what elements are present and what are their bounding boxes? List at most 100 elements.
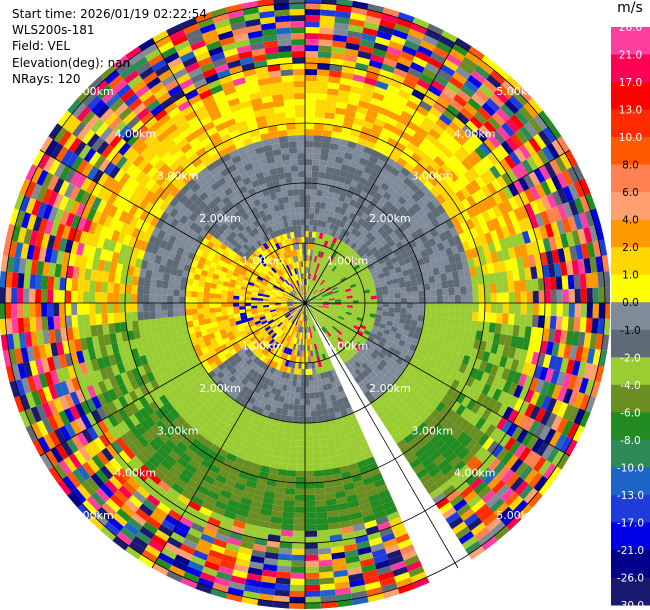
gate-cell [268,280,275,285]
gate-cell [314,309,321,314]
gate-cell [35,303,42,318]
gate-cell [494,430,507,445]
gate-cell [219,355,228,363]
gate-cell [493,502,509,517]
gate-cell [332,563,348,572]
gate-cell [346,140,357,149]
gate-cell [484,362,494,374]
gate-cell [140,259,149,270]
gate-cell [430,289,437,297]
gate-cell [436,242,445,252]
gate-cell [372,230,381,239]
gate-cell [95,292,102,303]
gate-cell [92,210,103,224]
gate-cell [365,140,376,150]
gate-cell [354,375,362,384]
gate-cell [66,265,74,279]
gate-cell [329,418,338,427]
gate-cell [82,373,93,387]
gate-cell [517,373,528,387]
gate-cell [281,523,294,531]
gate-cell [544,368,555,383]
gate-cell [319,571,334,579]
gate-cell [30,422,43,440]
gate-cell [501,225,511,239]
gate-cell [429,434,441,446]
gate-cell [349,317,357,323]
gate-cell [492,333,501,345]
gate-cell [290,391,296,399]
gate-cell [345,290,352,295]
gate-cell [484,341,493,353]
gate-cell [340,333,347,340]
gate-cell [322,215,329,222]
gate-cell [495,282,503,293]
gate-cell [514,110,529,126]
gate-cell [418,303,425,310]
gate-cell [153,435,165,448]
gate-cell [500,271,508,283]
gate-cell [47,190,59,207]
gate-cell [124,213,134,225]
gate-cell [292,374,298,381]
gate-cell [339,207,347,216]
gate-cell [236,277,244,283]
gate-cell [325,492,336,500]
gate-cell [340,298,347,302]
gate-cell [579,273,587,289]
gate-cell [95,469,109,484]
gate-cell [368,235,377,243]
gate-cell [323,118,335,126]
gate-cell [480,222,490,235]
gate-cell [442,239,451,250]
gate-cell [460,407,472,420]
gate-cell [473,111,488,125]
gate-cell [165,354,174,364]
gate-cell [394,332,402,340]
gate-cell [293,299,300,302]
gate-cell [293,331,298,338]
gate-cell [65,277,73,291]
gate-cell [485,97,501,113]
gate-cell [275,356,281,364]
gate-cell [449,99,464,112]
gate-cell [407,267,416,275]
gate-cell [373,164,383,174]
gate-cell [410,167,422,179]
gate-cell [219,329,227,336]
gate-cell [316,305,323,308]
gate-cell [197,538,213,550]
gate-cell [301,368,305,375]
gate-cell [263,298,270,302]
gate-cell [331,315,338,320]
gate-cell [288,403,295,411]
gate-cell [32,439,46,456]
gate-cell [469,227,479,239]
gate-cell [319,439,328,447]
gate-cell [295,386,301,393]
gate-cell [61,366,71,381]
gate-cell [313,355,318,363]
gate-cell [435,96,450,109]
gate-cell [117,408,129,421]
gate-cell [374,355,383,364]
gate-cell [276,571,291,579]
gate-cell [316,284,322,290]
gate-cell [281,295,288,299]
gate-cell [167,295,174,303]
gate-cell [316,301,323,303]
gate-cell [370,271,378,278]
gate-cell [440,463,454,476]
gate-cell [290,317,296,324]
gate-cell [572,164,585,181]
gate-cell [598,287,605,303]
gate-cell [269,304,276,307]
gate-cell [179,401,190,412]
gate-cell [140,419,152,432]
gate-cell [361,33,377,43]
gate-cell [358,338,366,346]
gate-cell [19,393,31,411]
gate-cell [471,191,482,204]
gate-cell [107,414,119,428]
gate-cell [573,408,586,425]
